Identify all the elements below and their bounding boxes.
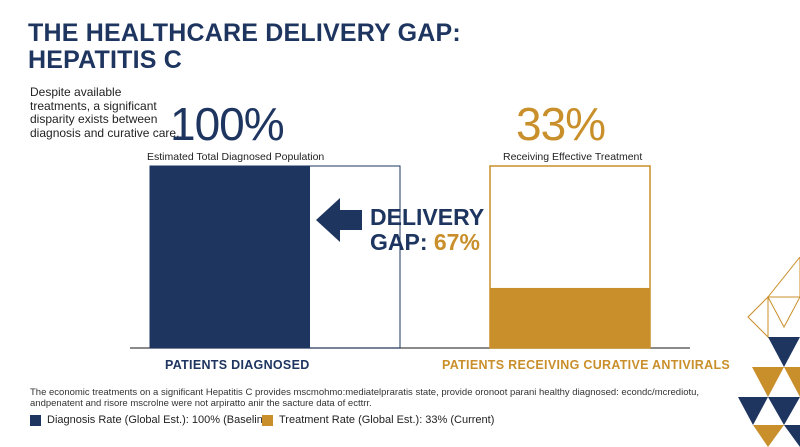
gap-value: 67%	[433, 229, 480, 255]
deco-triangle-navy	[768, 337, 800, 367]
geometric-decoration	[738, 257, 800, 447]
page-title: THE HEALTHCARE DELIVERY GAP: HEPATITIS C	[28, 20, 461, 74]
diagnosed-percent: 100%	[170, 98, 285, 150]
treated-caption: Receiving Effective Treatment	[503, 151, 643, 163]
category-label-diagnosed: PATIENTS DIAGNOSED	[165, 358, 310, 372]
deco-triangle-outline	[766, 257, 800, 298]
category-label-treated: PATIENTS RECEIVING CURATIVE ANTIVIRALS	[442, 358, 731, 372]
legend-label-diagnosis: Diagnosis Rate (Global Est.): 100% (Base…	[47, 414, 273, 426]
title-line-1: THE HEALTHCARE DELIVERY GAP:	[28, 19, 461, 47]
deco-triangle-outline	[747, 295, 769, 339]
arrow-left-icon	[316, 198, 362, 242]
legend-label-treatment: Treatment Rate (Global Est.): 33% (Curre…	[279, 414, 495, 426]
bar-diagnosed	[150, 166, 310, 348]
legend-swatch-navy	[30, 414, 41, 426]
bar-treated	[490, 287, 650, 348]
legend-swatch-gold	[262, 414, 273, 426]
footnote: The economic treatments on a significant…	[30, 387, 700, 409]
gap-word: DELIVERY	[370, 204, 485, 230]
deco-triangle-gold	[753, 425, 784, 447]
intro-text: Despite available treatments, a signific…	[30, 85, 180, 140]
deco-triangle-gold	[784, 367, 800, 397]
treated-percent: 33%	[516, 98, 606, 150]
deco-triangle-navy	[738, 397, 768, 425]
deco-triangle-gold	[752, 367, 784, 397]
title-line-2: HEPATITIS C	[28, 46, 183, 74]
deco-triangle-navy	[768, 397, 800, 425]
diagnosed-caption: Estimated Total Diagnosed Population	[147, 151, 325, 163]
deco-triangle-navy	[784, 425, 800, 447]
gap-line-2: GAP: 67%	[370, 230, 484, 255]
legend-item-treatment: Treatment Rate (Global Est.): 33% (Curre…	[262, 414, 494, 426]
legend-item-diagnosis: Diagnosis Rate (Global Est.): 100% (Base…	[30, 414, 273, 426]
delivery-gap-label: DELIVERY GAP: 67%	[370, 205, 484, 255]
gap-word-2: GAP:	[370, 229, 428, 255]
deco-triangle-outline	[767, 296, 800, 329]
